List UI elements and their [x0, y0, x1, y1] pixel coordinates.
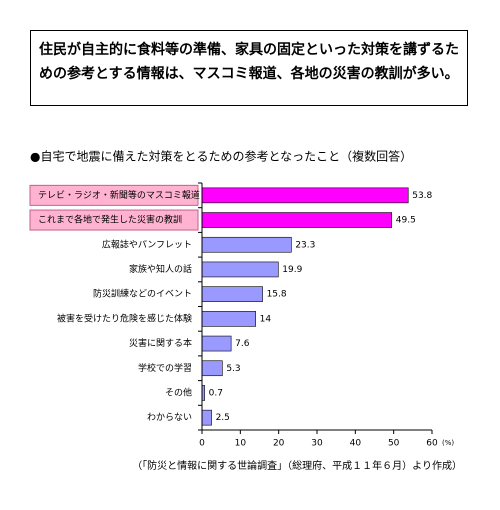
y-tick-label: 防災訓練などのイベント: [93, 288, 192, 300]
bar: [201, 286, 263, 302]
bar: [201, 212, 393, 228]
x-tick-label: 60: [426, 439, 438, 449]
x-tick-label: 0: [199, 439, 205, 449]
data-label: 7.6: [235, 339, 250, 349]
x-tick-label: 40: [350, 439, 362, 449]
data-label: 2.5: [216, 413, 230, 423]
summary-box: 住民が自主的に食料等の準備、家具の固定といった対策を講ずるための参考とする情報は…: [30, 30, 468, 106]
data-label: 0.7: [209, 388, 223, 398]
bar: [201, 335, 232, 352]
y-tick-label: テレビ・ラジオ・新聞等のマスコミ報道: [38, 189, 200, 201]
data-label: 14: [260, 314, 272, 324]
x-tick-label: 50: [388, 439, 400, 449]
y-tick-label: 被害を受けたり危険を感じた体験: [57, 312, 192, 324]
y-tick-label: わからない: [147, 412, 192, 423]
x-tick-label: 20: [273, 439, 285, 449]
x-tick-label: 10: [235, 439, 247, 449]
bar: [201, 360, 223, 377]
bar: [201, 409, 212, 426]
bar: [201, 261, 279, 278]
data-label: 19.9: [282, 265, 302, 275]
source-note: （「防災と情報に関する世論調査」（総理府、平成１１年６月）より作成）: [132, 459, 462, 472]
x-tick-label: 30: [311, 439, 323, 449]
y-tick-label: 学校での学習: [138, 362, 192, 374]
y-tick-label: 災害に関する本: [129, 337, 192, 349]
chart-title: ●自宅で地震に備えた対策をとるための参考となったこと（複数回答）: [30, 149, 412, 164]
data-label: 23.3: [295, 240, 315, 250]
label-highlight: [29, 184, 199, 206]
y-tick-label: 家族や知人の話: [129, 263, 192, 275]
x-unit: (%): [442, 439, 454, 447]
bar: [201, 311, 256, 327]
data-label: 49.5: [396, 216, 416, 226]
label-highlight: [29, 209, 199, 231]
y-tick-label: その他: [165, 386, 192, 398]
y-tick-label: これまで各地で発生した災害の教訓: [38, 214, 182, 226]
y-tick-label: 広報誌やパンフレット: [102, 238, 192, 250]
data-label: 53.8: [412, 191, 432, 201]
bar: [201, 187, 409, 204]
data-label: 5.3: [226, 364, 240, 374]
data-label: 15.8: [267, 290, 287, 300]
bar: [201, 236, 292, 253]
